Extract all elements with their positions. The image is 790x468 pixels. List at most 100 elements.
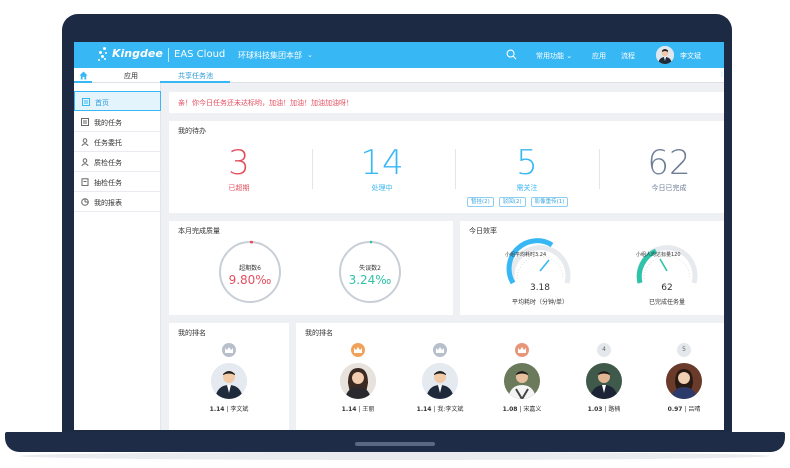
product-name: EAS Cloud (174, 49, 226, 60)
card-title: 我的排名 (305, 329, 333, 337)
rank-score: 1.03 (587, 406, 603, 413)
rank-entry[interactable]: 1.14 | 王丽 (328, 343, 388, 413)
avatar (666, 363, 702, 399)
stat-completed-today[interactable]: 62 今日已完成 (599, 143, 724, 193)
card-title: 本月完成质量 (178, 227, 220, 235)
search-icon[interactable] (506, 49, 517, 60)
rank-entry[interactable]: 1.14 | 我:李文斌 (410, 343, 470, 413)
completed-value: 62 (661, 283, 673, 293)
app-menu[interactable]: 应用 (592, 52, 606, 60)
rank-name: 宋嘉义 (523, 406, 542, 413)
sidebar-item-label: 我的任务 (94, 119, 122, 127)
avg-time-caption: 平均耗时（分钟/单） (511, 299, 569, 306)
avatar (422, 363, 458, 399)
flow-menu[interactable]: 流程 (621, 52, 635, 60)
tab-shared-task-pool[interactable]: 共享任务池 (178, 72, 213, 80)
rank-entry[interactable]: 5 0.97 | 吕晴 (654, 343, 714, 413)
rank-name: 我:李文斌 (437, 406, 464, 413)
tab-home[interactable] (74, 68, 92, 82)
stat-overdue[interactable]: 3 已超期 (169, 143, 309, 193)
kingdee-logo-icon (98, 47, 110, 63)
common-functions-menu[interactable]: 常用功能 ⌄ (536, 52, 573, 60)
divider (599, 149, 600, 189)
pending-pill[interactable]: 暂挂(2) (467, 197, 494, 207)
rank-entry[interactable]: 4 1.03 | 路楠 (574, 343, 634, 413)
user-avatar[interactable] (656, 46, 674, 64)
rank-score: 0.97 (667, 406, 683, 413)
notice-banner: 亲！你今日任务还未达标哟，加油！加油！加油加油呀！ (169, 92, 724, 113)
sidebar-item-label: 任务委托 (94, 139, 122, 147)
tab-app[interactable]: 应用 (124, 72, 138, 80)
rank-list-card: 我的排名 1.14 | 王丽 1.14 | 我:李文斌 (296, 323, 724, 430)
tab-scroll-icon[interactable]: ⋮ (719, 71, 724, 78)
sidebar-item-delegation[interactable]: 任务委托 (74, 132, 161, 152)
sidebar-item-qc-tasks[interactable]: 质检任务 (74, 152, 161, 172)
rank-score: 1.14 (341, 406, 357, 413)
rank-entry[interactable]: 1.08 | 宋嘉义 (492, 343, 552, 413)
rank-name: 李文斌 (230, 406, 249, 413)
avatar (340, 363, 376, 399)
rank-label: 0.97 | 吕晴 (667, 406, 701, 413)
top-bar: Kingdee EAS Cloud 环球科技集团本部 ⌄ 常用功能 ⌄ 应用 流… (74, 42, 724, 68)
tab-active-indicator (160, 81, 230, 83)
rank-label: 1.14 | 李文斌 (209, 406, 249, 413)
avg-gauge-label: 小组平均耗时3.24 (505, 252, 547, 258)
laptop-shadow (20, 452, 770, 460)
stat-label: 处理中 (371, 184, 393, 192)
rank-name: 王丽 (362, 406, 375, 413)
my-rank-card: 我的排名 1.14 | 李文斌 (169, 323, 289, 430)
silver-crown-icon (433, 343, 447, 357)
sidebar-item-my-tasks[interactable]: 我的任务 (74, 112, 161, 132)
efficiency-card: 今日效率 小组平均耗时3.24 3.18 平均耗时（分钟/单） 小组人均达标量1… (460, 221, 724, 315)
stat-value: 14 (360, 143, 404, 183)
stat-value: 3 (228, 143, 250, 183)
sidebar-item-label: 首页 (95, 99, 109, 107)
notice-text: 亲！你今日任务还未达标哟，加油！加油！加油加油呀！ (178, 99, 353, 107)
rank-number-badge: 4 (597, 343, 611, 357)
laptop-notch (355, 442, 435, 446)
done-gauge-label: 小组人均达标量120 (636, 252, 681, 258)
card-title: 我的排名 (178, 329, 206, 337)
stat-value: 62 (647, 143, 691, 183)
rank-entry[interactable]: 1.14 | 李文斌 (199, 343, 259, 413)
avg-time-value: 3.18 (529, 283, 551, 293)
user-name[interactable]: 李文斌 (680, 52, 701, 60)
bronze-crown-icon (515, 343, 529, 357)
org-selector[interactable]: 环球科技集团本部 (238, 51, 302, 60)
stat-label: 需关注 (516, 184, 538, 192)
chevron-down-icon[interactable]: ⌄ (307, 51, 313, 59)
image-reupload-pill[interactable]: 影像重传(1) (530, 197, 569, 207)
stat-label: 今日已完成 (651, 184, 687, 192)
sidebar-item-home[interactable]: 首页 (74, 91, 161, 111)
clipboard-icon (81, 178, 89, 186)
stat-in-progress[interactable]: 14 处理中 (312, 143, 452, 193)
crown-icon (222, 343, 236, 357)
rejected-pill[interactable]: 驳回(2) (498, 197, 526, 207)
task-list-icon (81, 118, 89, 126)
avatar (504, 363, 540, 399)
home-icon (78, 70, 88, 80)
rank-score: 1.14 (416, 406, 432, 413)
overdue-count: 超期数6 (239, 265, 261, 272)
tab-home-indicator (74, 81, 92, 83)
brand-logo[interactable]: Kingdee (112, 47, 163, 60)
rank-score: 1.14 (209, 406, 225, 413)
todo-card: 我的待办 3 已超期 14 处理中 5 需关注 62 今日已完成 暂挂(2) 驳… (169, 121, 724, 213)
sidebar-item-spot-check[interactable]: 抽检任务 (74, 172, 161, 192)
overdue-rate: 9.80‰ (228, 273, 272, 287)
overdue-ring (219, 240, 281, 303)
completed-gauge (636, 245, 698, 284)
gold-crown-icon (351, 343, 365, 357)
sidebar-item-label: 质检任务 (94, 159, 122, 167)
rank-label: 1.08 | 宋嘉义 (502, 406, 542, 413)
sidebar: 首页 我的任务 任务委托 质检任务 抽检任务 我的报表 (74, 83, 161, 430)
sidebar-item-label: 我的报表 (94, 199, 122, 207)
card-title: 今日效率 (469, 227, 497, 235)
divider (455, 149, 456, 189)
stat-attention[interactable]: 5 需关注 (457, 143, 597, 193)
rank-label: 1.14 | 王丽 (341, 406, 375, 413)
error-count: 失误数2 (359, 265, 381, 272)
attention-filters: 暂挂(2) 驳回(2) 影像重传(1) (467, 197, 569, 207)
quality-card: 本月完成质量 超期数6 9.80‰ 失误数2 3.24‰ (169, 221, 453, 315)
sidebar-item-reports[interactable]: 我的报表 (74, 192, 161, 212)
